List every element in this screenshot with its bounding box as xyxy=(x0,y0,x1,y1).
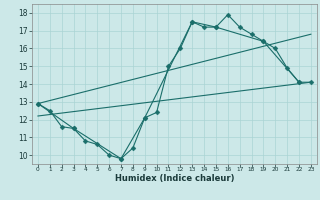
X-axis label: Humidex (Indice chaleur): Humidex (Indice chaleur) xyxy=(115,174,234,183)
